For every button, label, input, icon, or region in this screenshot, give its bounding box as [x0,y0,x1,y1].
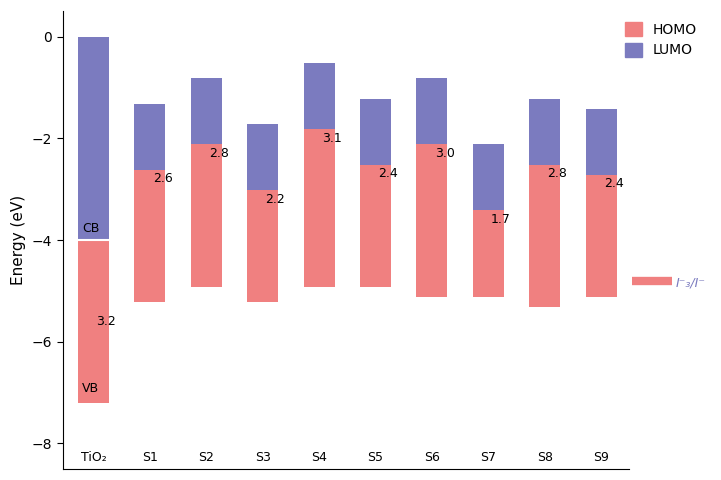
Bar [78,240,109,403]
Text: 1.7: 1.7 [491,213,511,226]
Legend: HOMO, LUMO: HOMO, LUMO [621,18,702,61]
Bar [304,129,335,287]
Text: S5: S5 [368,451,384,464]
Bar [191,78,222,144]
Bar [417,78,448,144]
Text: 2.4: 2.4 [379,167,398,180]
Bar [135,104,166,170]
Bar [247,190,278,302]
Text: 2.6: 2.6 [153,172,172,185]
Text: S3: S3 [255,451,270,464]
Bar [417,144,448,297]
Text: 2.2: 2.2 [265,192,286,206]
Text: I⁻₃/I⁻: I⁻₃/I⁻ [676,277,705,290]
Text: S4: S4 [311,451,327,464]
Text: 3.2: 3.2 [97,315,116,328]
Bar [360,98,391,165]
Y-axis label: Energy (eV): Energy (eV) [11,195,26,285]
Text: 2.8: 2.8 [547,167,567,180]
Bar [473,211,504,297]
Text: 3.1: 3.1 [322,132,342,144]
Bar [247,124,278,190]
Text: 2.4: 2.4 [604,178,624,191]
Text: TiO₂: TiO₂ [81,451,107,464]
Text: S9: S9 [593,451,609,464]
Text: S7: S7 [480,451,496,464]
Text: S1: S1 [142,451,158,464]
Bar [585,109,616,175]
Bar [191,144,222,287]
Bar [529,165,560,307]
Text: S2: S2 [198,451,214,464]
Bar [135,170,166,302]
Text: 3.0: 3.0 [435,147,455,160]
Bar [529,98,560,165]
Bar [304,63,335,129]
Text: 2.8: 2.8 [209,147,229,160]
Text: S8: S8 [536,451,553,464]
Bar [473,144,504,211]
Bar [360,165,391,287]
Bar [585,175,616,297]
Text: S6: S6 [424,451,440,464]
Text: CB: CB [82,222,99,235]
Bar [78,36,109,240]
Text: VB: VB [82,382,99,395]
